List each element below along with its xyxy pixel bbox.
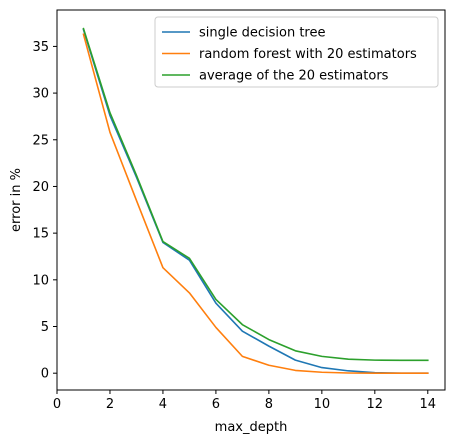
legend-label-1: single decision tree [199,26,326,41]
plot-frame [56,9,446,391]
x-tick-label: 14 [420,397,437,412]
series-line-3 [82,27,429,362]
legend-label-3: average of the 20 estimators [199,69,389,84]
x-axis-label: max_depth [215,420,288,435]
y-tick-label: 10 [32,273,49,288]
legend: single decision tree random forest with 2… [154,16,439,88]
x-tick-label: 4 [159,397,167,412]
y-tick-label: 30 [32,87,49,102]
x-axis-ticks: 0 2 4 6 8 10 12 14 [53,390,436,412]
x-tick-label: 8 [265,397,273,412]
x-tick-label: 10 [314,397,331,412]
y-tick-label: 20 [32,180,49,195]
y-tick-label: 25 [32,133,49,148]
y-tick-label: 35 [32,40,49,55]
y-tick-label: 15 [32,227,49,242]
legend-label-2: random forest with 20 estimators [199,47,417,62]
x-tick-label: 2 [106,397,114,412]
x-tick-label: 0 [53,397,61,412]
x-tick-label: 12 [367,397,384,412]
series-line-2 [82,33,429,374]
y-tick-label: 0 [41,367,49,382]
y-axis-label: error in % [9,168,24,232]
y-tick-label: 5 [41,320,49,335]
y-axis-ticks: 0 5 10 15 20 25 30 35 [32,40,57,382]
series-layer [82,27,429,374]
x-tick-label: 6 [212,397,220,412]
legend-box [154,16,439,88]
